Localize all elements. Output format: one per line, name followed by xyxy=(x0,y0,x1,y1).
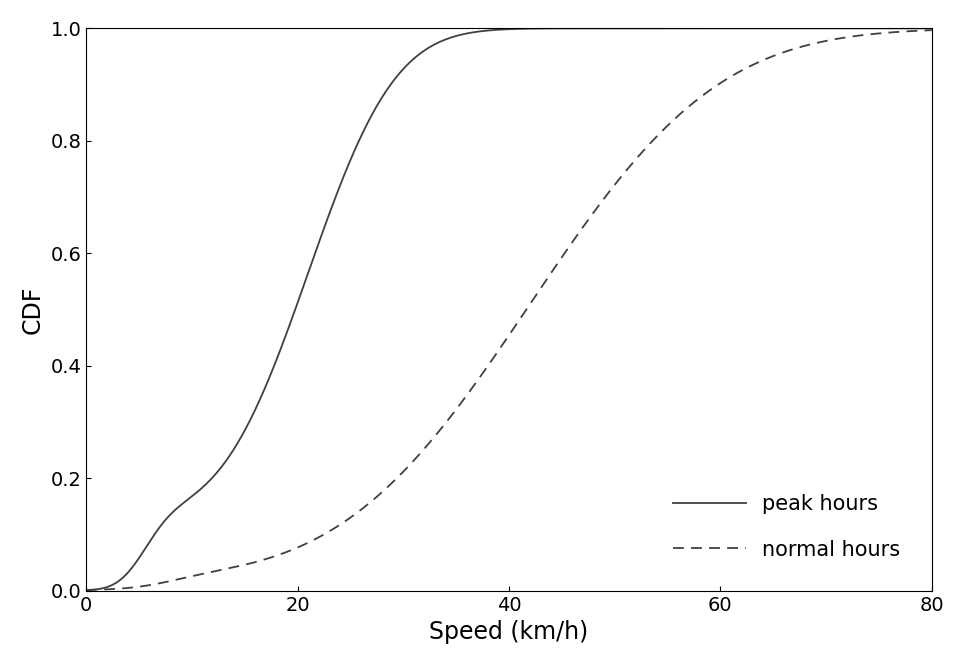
Legend: peak hours, normal hours: peak hours, normal hours xyxy=(652,473,922,581)
peak hours xyxy=(926,25,938,33)
peak hours xyxy=(776,25,787,33)
normal hours xyxy=(403,462,415,469)
normal hours xyxy=(926,26,938,34)
peak hours xyxy=(588,25,599,33)
normal hours xyxy=(234,562,245,570)
Line: peak hours: peak hours xyxy=(86,29,932,591)
Y-axis label: CDF: CDF xyxy=(21,285,44,334)
peak hours xyxy=(711,25,723,33)
normal hours xyxy=(80,586,92,594)
normal hours xyxy=(776,49,787,57)
peak hours xyxy=(630,25,642,33)
peak hours xyxy=(234,436,245,444)
normal hours xyxy=(630,155,642,163)
peak hours xyxy=(403,59,415,67)
peak hours xyxy=(868,25,880,33)
peak hours xyxy=(80,587,92,595)
normal hours xyxy=(711,81,723,89)
Line: normal hours: normal hours xyxy=(86,30,932,590)
normal hours xyxy=(588,209,599,217)
X-axis label: Speed (km/h): Speed (km/h) xyxy=(429,620,589,644)
